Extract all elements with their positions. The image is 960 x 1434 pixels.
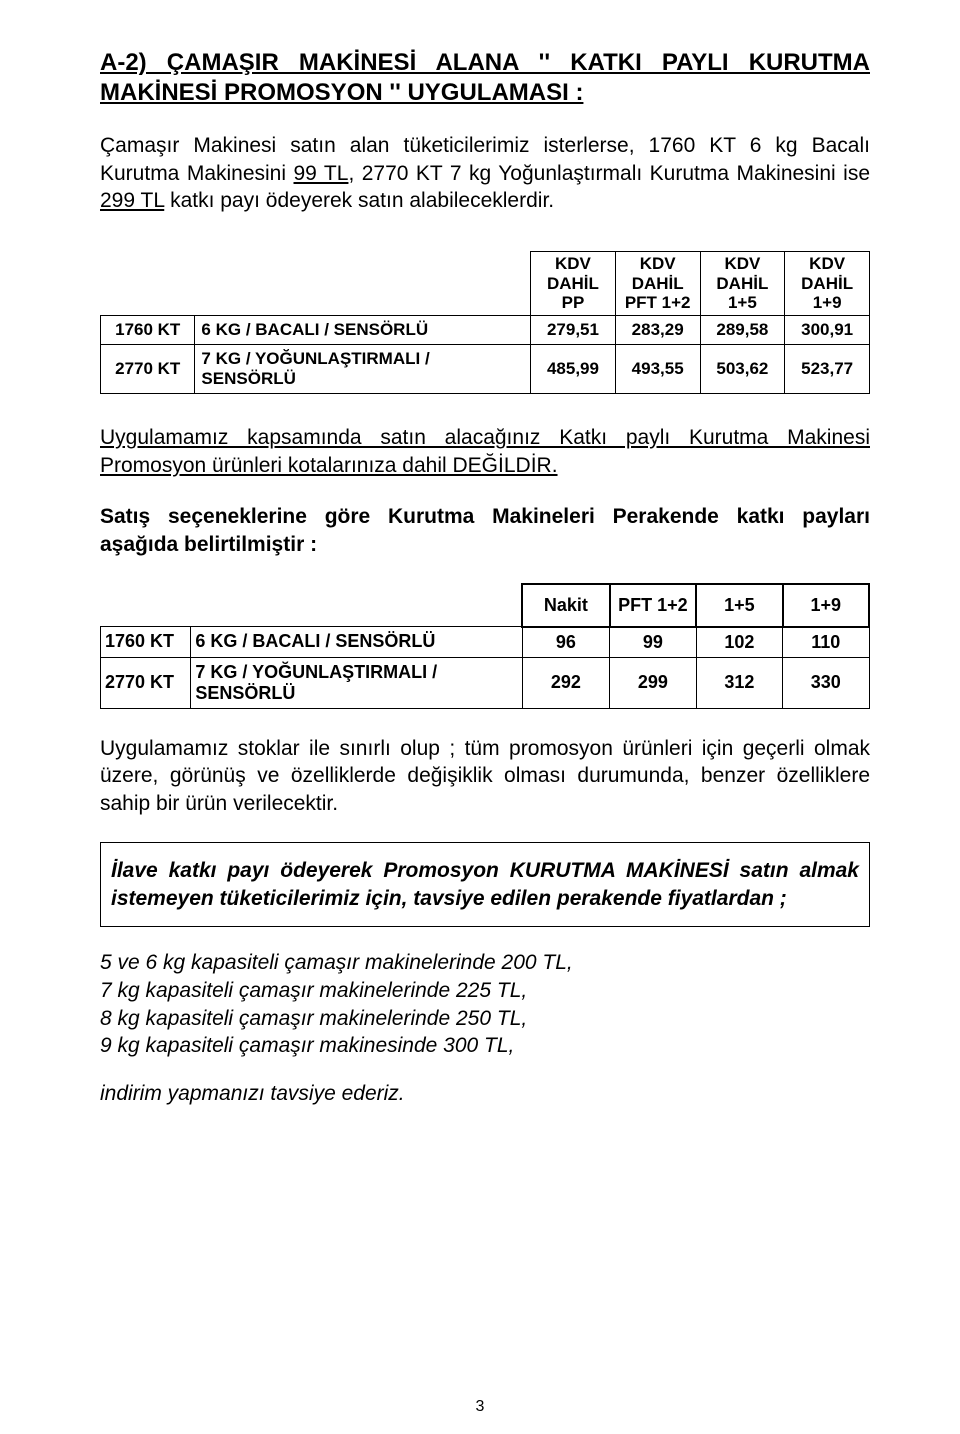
col-header: KDV DAHİL PFT 1+2 (615, 252, 700, 316)
header-label: 1+5 (728, 293, 757, 312)
col-header: KDV DAHİL 1+5 (700, 252, 785, 316)
col-header: 1+9 (783, 584, 869, 627)
col-header: Nakit (522, 584, 609, 627)
cell-value: 330 (783, 657, 869, 708)
cell-value: 312 (696, 657, 782, 708)
price-2: 299 TL (100, 189, 164, 212)
table-row: 1760 KT 6 KG / BACALI / SENSÖRLÜ 279,51 … (101, 315, 870, 344)
cell-value: 283,29 (615, 315, 700, 344)
col-header: KDV DAHİL 1+9 (785, 252, 870, 316)
list-item: 7 kg kapasiteli çamaşır makinelerinde 22… (100, 977, 870, 1005)
intro-paragraph: Çamaşır Makinesi satın alan tüketicileri… (100, 132, 870, 215)
stock-note: Uygulamamız stoklar ile sınırlı olup ; t… (100, 735, 870, 818)
header-label: KDV (640, 254, 676, 273)
table-header-row: Nakit PFT 1+2 1+5 1+9 (101, 584, 870, 627)
table-row: 2770 KT 7 KG / YOĞUNLAŞTIRMALI / SENSÖRL… (101, 657, 870, 708)
header-label: DAHİL (801, 274, 853, 293)
cell-value: 99 (610, 627, 697, 658)
header-label: PP (562, 293, 585, 312)
cell-value: 96 (522, 627, 609, 658)
document-page: A-2) ÇAMAŞIR MAKİNESİ ALANA '' KATKI PAY… (0, 0, 960, 1434)
cell-desc: 7 KG / YOĞUNLAŞTIRMALI / SENSÖRLÜ (191, 657, 522, 708)
cell-value: 493,55 (615, 344, 700, 393)
list-item: 9 kg kapasiteli çamaşır makinesinde 300 … (100, 1032, 870, 1060)
header-label: DAHİL (547, 274, 599, 293)
cell-value: 110 (783, 627, 869, 658)
price-1: 99 TL (294, 162, 349, 185)
header-label: DAHİL (632, 274, 684, 293)
cell-value: 279,51 (531, 315, 616, 344)
col-header: PFT 1+2 (610, 584, 697, 627)
col-header: 1+5 (696, 584, 782, 627)
header-label: KDV (724, 254, 760, 273)
callout-box: İlave katkı payı ödeyerek Promosyon KURU… (100, 842, 870, 927)
list-item: 5 ve 6 kg kapasiteli çamaşır makinelerin… (100, 949, 870, 977)
cell-value: 503,62 (700, 344, 785, 393)
cell-desc: 6 KG / BACALI / SENSÖRLÜ (195, 315, 531, 344)
cell-code: 1760 KT (101, 315, 195, 344)
cell-value: 289,58 (700, 315, 785, 344)
price-table-1: KDV DAHİL PP KDV DAHİL PFT 1+2 KDV DAHİL… (100, 251, 870, 394)
table-row: 2770 KT 7 KG / YOĞUNLAŞTIRMALI / SENSÖRL… (101, 344, 870, 393)
page-number: 3 (0, 1398, 960, 1416)
section-title: A-2) ÇAMAŞIR MAKİNESİ ALANA '' KATKI PAY… (100, 48, 870, 108)
price-table-2: Nakit PFT 1+2 1+5 1+9 1760 KT 6 KG / BAC… (100, 583, 870, 709)
cell-value: 300,91 (785, 315, 870, 344)
cell-value: 102 (696, 627, 782, 658)
header-label: DAHİL (716, 274, 768, 293)
table-header-row: KDV DAHİL PP KDV DAHİL PFT 1+2 KDV DAHİL… (101, 252, 870, 316)
cell-code: 2770 KT (101, 657, 191, 708)
cell-code: 2770 KT (101, 344, 195, 393)
note-kota: Uygulamamız kapsamında satın alacağınız … (100, 424, 870, 479)
table-row: 1760 KT 6 KG / BACALI / SENSÖRLÜ 96 99 1… (101, 627, 870, 658)
discount-list: 5 ve 6 kg kapasiteli çamaşır makinelerin… (100, 949, 870, 1060)
header-label: PFT 1+2 (625, 293, 691, 312)
cell-desc: 6 KG / BACALI / SENSÖRLÜ (191, 627, 522, 658)
cell-value: 523,77 (785, 344, 870, 393)
cell-code: 1760 KT (101, 627, 191, 658)
header-label: KDV (809, 254, 845, 273)
cell-value: 485,99 (531, 344, 616, 393)
cell-value: 292 (522, 657, 609, 708)
intro-text: , 2770 KT 7 kg Yoğunlaştırmalı Kurutma M… (348, 162, 870, 185)
header-label: 1+9 (813, 293, 842, 312)
closing-line: indirim yapmanızı tavsiye ederiz. (100, 1082, 870, 1106)
list-item: 8 kg kapasiteli çamaşır makinelerinde 25… (100, 1005, 870, 1033)
cell-desc: 7 KG / YOĞUNLAŞTIRMALI / SENSÖRLÜ (195, 344, 531, 393)
col-header: KDV DAHİL PP (531, 252, 616, 316)
intro-text: katkı payı ödeyerek satın alabileceklerd… (164, 189, 554, 212)
cell-value: 299 (610, 657, 697, 708)
header-label: KDV (555, 254, 591, 273)
subheading-retail: Satış seçeneklerine göre Kurutma Makinel… (100, 503, 870, 558)
